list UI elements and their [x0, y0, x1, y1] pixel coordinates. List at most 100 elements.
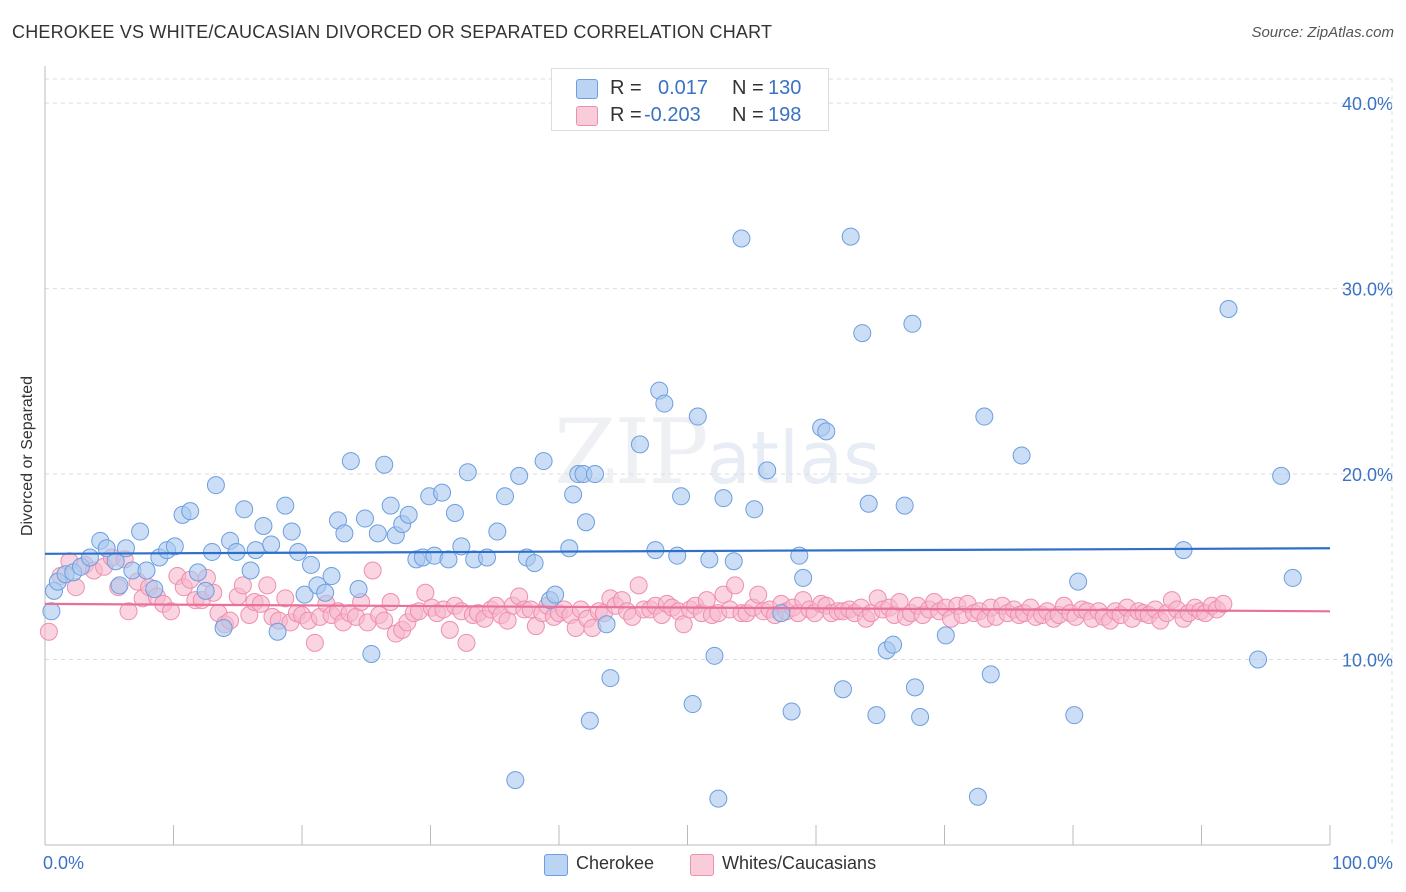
cherokee-point	[1249, 650, 1268, 669]
cherokee-point	[301, 555, 320, 574]
legend-swatch-blue	[544, 854, 568, 876]
source-credit: Source: ZipAtlas.com	[1251, 24, 1394, 41]
legend-swatch-blue	[576, 79, 598, 99]
cherokee-point	[362, 644, 381, 663]
cherokee-point	[975, 407, 994, 426]
cherokee-point	[439, 550, 458, 569]
cherokee-point	[235, 500, 254, 519]
cherokee-point	[131, 522, 150, 541]
legend-swatch-pink	[690, 854, 714, 876]
cherokee-point	[884, 635, 903, 654]
cherokee-point	[859, 494, 878, 513]
cherokee-point	[196, 581, 215, 600]
whites-point	[629, 576, 648, 595]
cherokee-point	[585, 465, 604, 484]
cherokee-point	[458, 463, 477, 482]
whites-point	[674, 615, 693, 634]
whites-point	[233, 576, 252, 595]
legend-row-cherokee: R = 0.017 N = 130	[552, 75, 828, 103]
whites-point	[305, 633, 324, 652]
cherokee-point	[506, 771, 525, 790]
cherokee-point	[903, 314, 922, 333]
cherokee-point	[322, 567, 341, 586]
cherokee-point	[705, 646, 724, 665]
cherokee-point	[709, 789, 728, 808]
legend-n-value: 130	[768, 77, 802, 99]
whites-point	[749, 585, 768, 604]
cherokee-point	[375, 455, 394, 474]
cherokee-point	[867, 706, 886, 725]
legend-n-label: N =	[732, 104, 764, 126]
cherokee-point	[165, 537, 184, 556]
cherokee-point	[688, 407, 707, 426]
y-tick-label: 40.0%	[1342, 94, 1393, 114]
cherokee-point	[496, 487, 515, 506]
x-tick-label: 100.0%	[1332, 853, 1393, 873]
cherokee-point	[452, 537, 471, 556]
cherokee-point	[630, 435, 649, 454]
cherokee-point	[1174, 541, 1193, 560]
cherokee-point	[564, 485, 583, 504]
chart-title: CHEROKEE VS WHITE/CAUCASIAN DIVORCED OR …	[12, 22, 773, 42]
whites-point	[381, 593, 400, 612]
legend-label-whites: Whites/Caucasians	[722, 853, 877, 873]
legend-r-label: R =	[610, 104, 642, 126]
cherokee-point	[794, 568, 813, 587]
whites-point	[276, 589, 295, 608]
legend-r-value: -0.203	[644, 104, 701, 126]
cherokee-trend-line	[44, 547, 1331, 555]
whites-point	[119, 602, 138, 621]
whites-point	[363, 561, 382, 580]
y-tick-label: 10.0%	[1342, 651, 1393, 671]
cherokee-point	[724, 552, 743, 571]
cherokee-point	[525, 554, 544, 573]
cherokee-point	[672, 487, 691, 506]
cherokee-point	[668, 546, 687, 565]
whites-point	[258, 576, 277, 595]
cherokee-point	[905, 678, 924, 697]
cherokee-point	[214, 618, 233, 637]
cherokee-point	[700, 550, 719, 569]
cherokee-point	[137, 561, 156, 580]
x-tick-label: 0.0%	[43, 853, 84, 873]
cherokee-point	[316, 583, 335, 602]
cherokee-point	[655, 394, 674, 413]
cherokee-point	[478, 548, 497, 567]
legend-n-value: 198	[768, 104, 802, 126]
cherokee-point	[936, 626, 955, 645]
cherokee-point	[254, 516, 273, 535]
cherokee-point	[276, 496, 295, 515]
cherokee-point	[433, 483, 452, 502]
cherokee-point	[188, 563, 207, 582]
legend-label-cherokee: Cherokee	[576, 853, 655, 873]
cherokee-point	[1219, 299, 1238, 318]
cherokee-point	[597, 615, 616, 634]
cherokee-point	[282, 522, 301, 541]
legend-r-label: R =	[610, 77, 642, 99]
cherokee-point	[732, 229, 751, 248]
legend-row-whites: R = -0.203 N = 198	[552, 102, 828, 130]
cherokee-point	[758, 461, 777, 480]
legend-n-label: N =	[732, 77, 764, 99]
cherokee-point	[895, 496, 914, 515]
cherokee-point	[1283, 568, 1302, 587]
whites-point	[416, 583, 435, 602]
cherokee-point	[534, 452, 553, 471]
whites-point	[440, 620, 459, 639]
cherokee-point	[745, 500, 764, 519]
y-tick-label: 30.0%	[1342, 280, 1393, 300]
cherokee-point	[262, 535, 281, 554]
whites-point	[726, 576, 745, 595]
cherokee-point	[510, 466, 529, 485]
cherokee-point	[853, 324, 872, 343]
cherokee-point	[295, 585, 314, 604]
cherokee-point	[246, 541, 265, 560]
watermark-atlas: atlas	[706, 416, 881, 500]
cherokee-point	[580, 711, 599, 730]
legend-swatch-pink	[576, 106, 598, 126]
cherokee-point	[110, 576, 129, 595]
cherokee-point	[381, 496, 400, 515]
cherokee-point	[560, 539, 579, 558]
cherokee-point	[968, 787, 987, 806]
